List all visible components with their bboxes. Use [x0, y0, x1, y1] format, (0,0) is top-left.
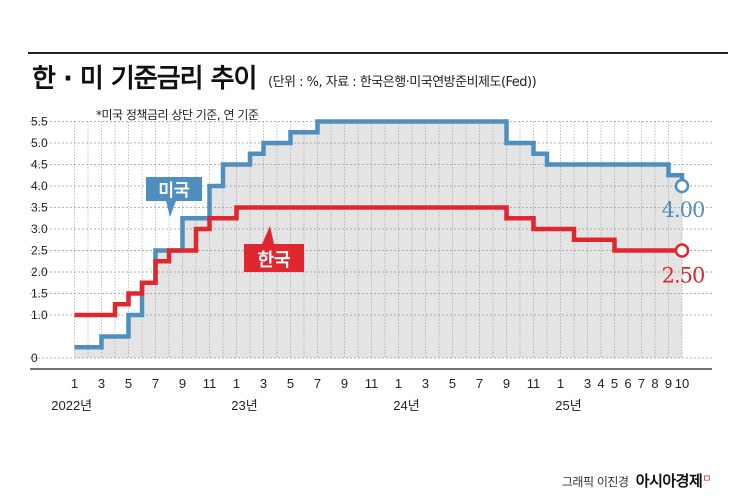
x-year-label: 2022년	[51, 398, 92, 413]
us-callout-label: 미국	[158, 181, 190, 201]
x-tick-label: 9	[665, 376, 672, 391]
y-tick-label: 3.0	[31, 222, 48, 236]
y-tick-label: 1.5	[31, 287, 48, 301]
x-tick-label: 5	[125, 376, 132, 391]
x-tick-label: 9	[341, 376, 348, 391]
x-tick-label: 9	[179, 376, 186, 391]
x-tick-label: 4	[597, 376, 604, 391]
x-tick-label: 11	[527, 376, 541, 391]
x-tick-label: 3	[584, 376, 591, 391]
x-tick-label: 5	[449, 376, 456, 391]
x-year-label: 25년	[555, 398, 581, 413]
us-callout-box	[146, 177, 202, 217]
x-tick-label: 1	[395, 376, 402, 391]
end-value-us: 4.00	[662, 198, 705, 222]
x-tick-label: 3	[98, 376, 105, 391]
chart-subtitle: (단위 : %, 자료 : 한국은행·미국연방준비제도(Fed))	[268, 75, 537, 90]
end-marker-us	[674, 178, 690, 194]
chart-title: 한 · 미 기준금리 추이	[32, 64, 257, 94]
chart-note: *미국 정책금리 상단 기준, 연 기준	[96, 108, 259, 122]
x-tick-label: 7	[638, 376, 645, 391]
x-tick-label: 10	[675, 376, 689, 391]
us-area-fill	[74, 121, 682, 358]
y-tick-label: 2.5	[31, 244, 48, 258]
x-tick-label: 3	[422, 376, 429, 391]
end-value-korea: 2.50	[662, 264, 705, 288]
x-tick-label: 5	[611, 376, 618, 391]
x-year-label: 24년	[393, 398, 419, 413]
x-tick-label: 7	[314, 376, 321, 391]
x-tick-label: 11	[365, 376, 379, 391]
y-tick-label: 2.0	[31, 265, 48, 279]
x-year-label: 23년	[231, 398, 257, 413]
x-tick-label: 1	[233, 376, 240, 391]
y-tick-label: 3.5	[31, 201, 48, 215]
brand-logo: 아시아경제	[635, 472, 703, 490]
y-tick-label: 5.5	[31, 115, 48, 129]
x-tick-label: 11	[203, 376, 217, 391]
credit: 그래픽 이진경 아시아경제ㅁ	[561, 470, 712, 491]
y-tick-label: 4.5	[31, 158, 48, 172]
series-line-korea	[74, 205, 682, 318]
x-tick-label: 1	[557, 376, 564, 391]
y-tick-label: 1.0	[31, 308, 48, 322]
x-tick-label: 1	[71, 376, 78, 391]
x-tick-label: 9	[503, 376, 510, 391]
x-tick-label: 8	[651, 376, 658, 391]
x-tick-label: 7	[152, 376, 159, 391]
y-tick-label: 5.0	[31, 136, 48, 150]
x-tick-label: 3	[260, 376, 267, 391]
y-tick-label: 4.0	[31, 179, 48, 193]
x-tick-label: 6	[624, 376, 631, 391]
series-line-us	[74, 119, 685, 350]
end-marker-korea	[674, 243, 690, 258]
x-tick-label: 7	[476, 376, 483, 391]
credit-author: 그래픽 이진경	[561, 475, 629, 489]
korea-callout-box	[244, 226, 304, 272]
header-rule	[28, 52, 728, 54]
brand-mark: ㅁ	[702, 474, 711, 485]
x-tick-label: 5	[287, 376, 294, 391]
y-tick-label: 0	[31, 351, 38, 365]
korea-callout-label: 한국	[257, 250, 290, 271]
